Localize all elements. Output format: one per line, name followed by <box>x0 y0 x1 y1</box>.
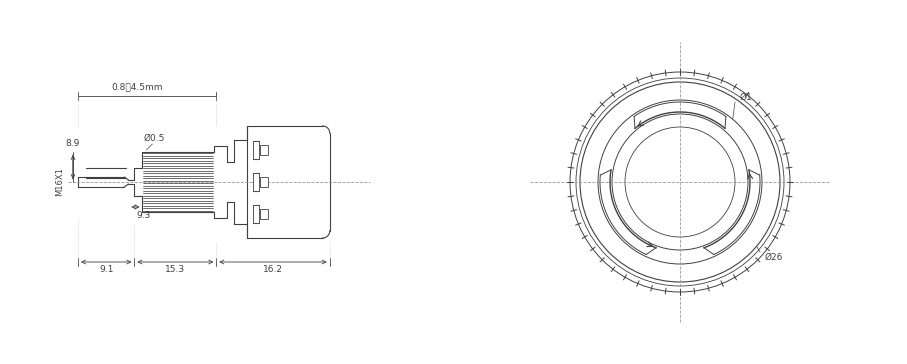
Text: 15.3: 15.3 <box>165 265 185 274</box>
Text: M16X1: M16X1 <box>55 167 64 197</box>
Bar <box>253 205 259 223</box>
Bar <box>253 173 259 191</box>
Text: 8.9: 8.9 <box>66 139 80 149</box>
Bar <box>260 145 268 155</box>
Bar <box>260 177 268 187</box>
Bar <box>260 209 268 219</box>
Text: Ø1: Ø1 <box>740 92 753 102</box>
Text: 16.2: 16.2 <box>263 265 283 274</box>
Text: 9.3: 9.3 <box>136 210 151 219</box>
Text: Ø26: Ø26 <box>765 253 784 261</box>
Text: 0.8～4.5mm: 0.8～4.5mm <box>112 83 163 91</box>
Bar <box>253 141 259 159</box>
Text: 9.1: 9.1 <box>99 265 113 274</box>
Text: Ø0.5: Ø0.5 <box>143 134 165 142</box>
